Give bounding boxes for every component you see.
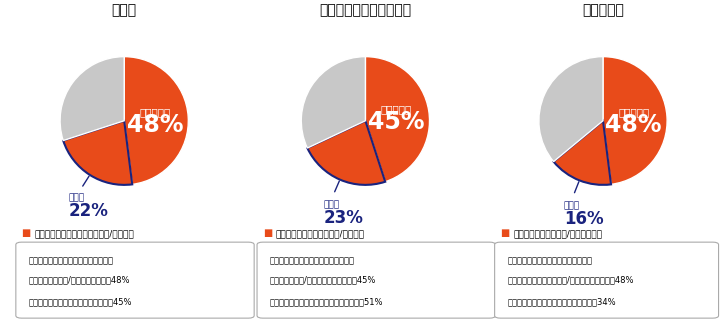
Text: 行動想起率: 行動想起率	[380, 105, 411, 115]
Wedge shape	[307, 121, 385, 185]
Text: 23%: 23%	[323, 209, 364, 227]
Text: 「テナントに足を運んだ」/「購買を行った」が48%: 「テナントに足を運んだ」/「購買を行った」が48%	[508, 275, 634, 284]
Text: 手すり広告の内容を認識した人の内、: 手すり広告の内容を認識した人の内、	[508, 256, 593, 265]
Wedge shape	[603, 57, 667, 185]
Text: 16%: 16%	[564, 210, 603, 228]
Text: テナントに足を運んだ/購買を行った: テナントに足を運んだ/購買を行った	[513, 229, 603, 238]
Text: 店舗を利用したいと感じた/利用した: 店舗を利用したいと感じた/利用した	[276, 229, 365, 238]
Title: 名鉄百貨店: 名鉄百貨店	[582, 3, 624, 17]
Text: 48%: 48%	[606, 113, 662, 137]
Wedge shape	[63, 121, 132, 185]
Text: 手すり広告の内容を認識した人の内、: 手すり広告の内容を認識した人の内、	[29, 256, 114, 265]
Text: ■: ■	[22, 228, 31, 239]
Text: ■: ■	[263, 228, 272, 239]
Wedge shape	[301, 57, 366, 148]
Text: 購買率: 購買率	[323, 201, 340, 210]
Wedge shape	[539, 57, 603, 162]
Text: 購買率（「店舗を利用した」）はそのうち51%: 購買率（「店舗を利用した」）はそのうち51%	[270, 297, 384, 306]
Wedge shape	[365, 57, 430, 182]
Text: 45%: 45%	[367, 110, 424, 134]
Text: 購買率: 購買率	[69, 194, 85, 203]
Text: 48%: 48%	[127, 113, 183, 137]
Wedge shape	[554, 121, 611, 185]
Text: 購買率（「契約をした」）はそのうち45%: 購買率（「契約をした」）はそのうち45%	[29, 297, 132, 306]
Text: 「利用したい」/「店舗を利用した」が45%: 「利用したい」/「店舗を利用した」が45%	[270, 275, 377, 284]
Wedge shape	[60, 57, 125, 141]
Text: 行動想起率: 行動想起率	[139, 108, 171, 118]
Text: 行動想起率: 行動想起率	[618, 108, 649, 118]
Title: マルハン新宿東宝ビル店: マルハン新宿東宝ビル店	[320, 3, 411, 17]
Text: サービスについて詳しく調べた/契約した: サービスについて詳しく調べた/契約した	[35, 229, 135, 238]
Text: 「詳しく調べた」/「契約をした」が48%: 「詳しく調べた」/「契約をした」が48%	[29, 275, 130, 284]
Wedge shape	[124, 57, 189, 185]
Text: 手すり広告の内容を認識した人の内、: 手すり広告の内容を認識した人の内、	[270, 256, 355, 265]
Text: 22%: 22%	[69, 202, 109, 220]
Text: 購買率: 購買率	[564, 202, 580, 211]
Text: 購買率（「購買を行った」）はそのうち34%: 購買率（「購買を行った」）はそのうち34%	[508, 297, 616, 306]
Text: ■: ■	[500, 228, 510, 239]
Title: 高崎駅: 高崎駅	[112, 3, 137, 17]
